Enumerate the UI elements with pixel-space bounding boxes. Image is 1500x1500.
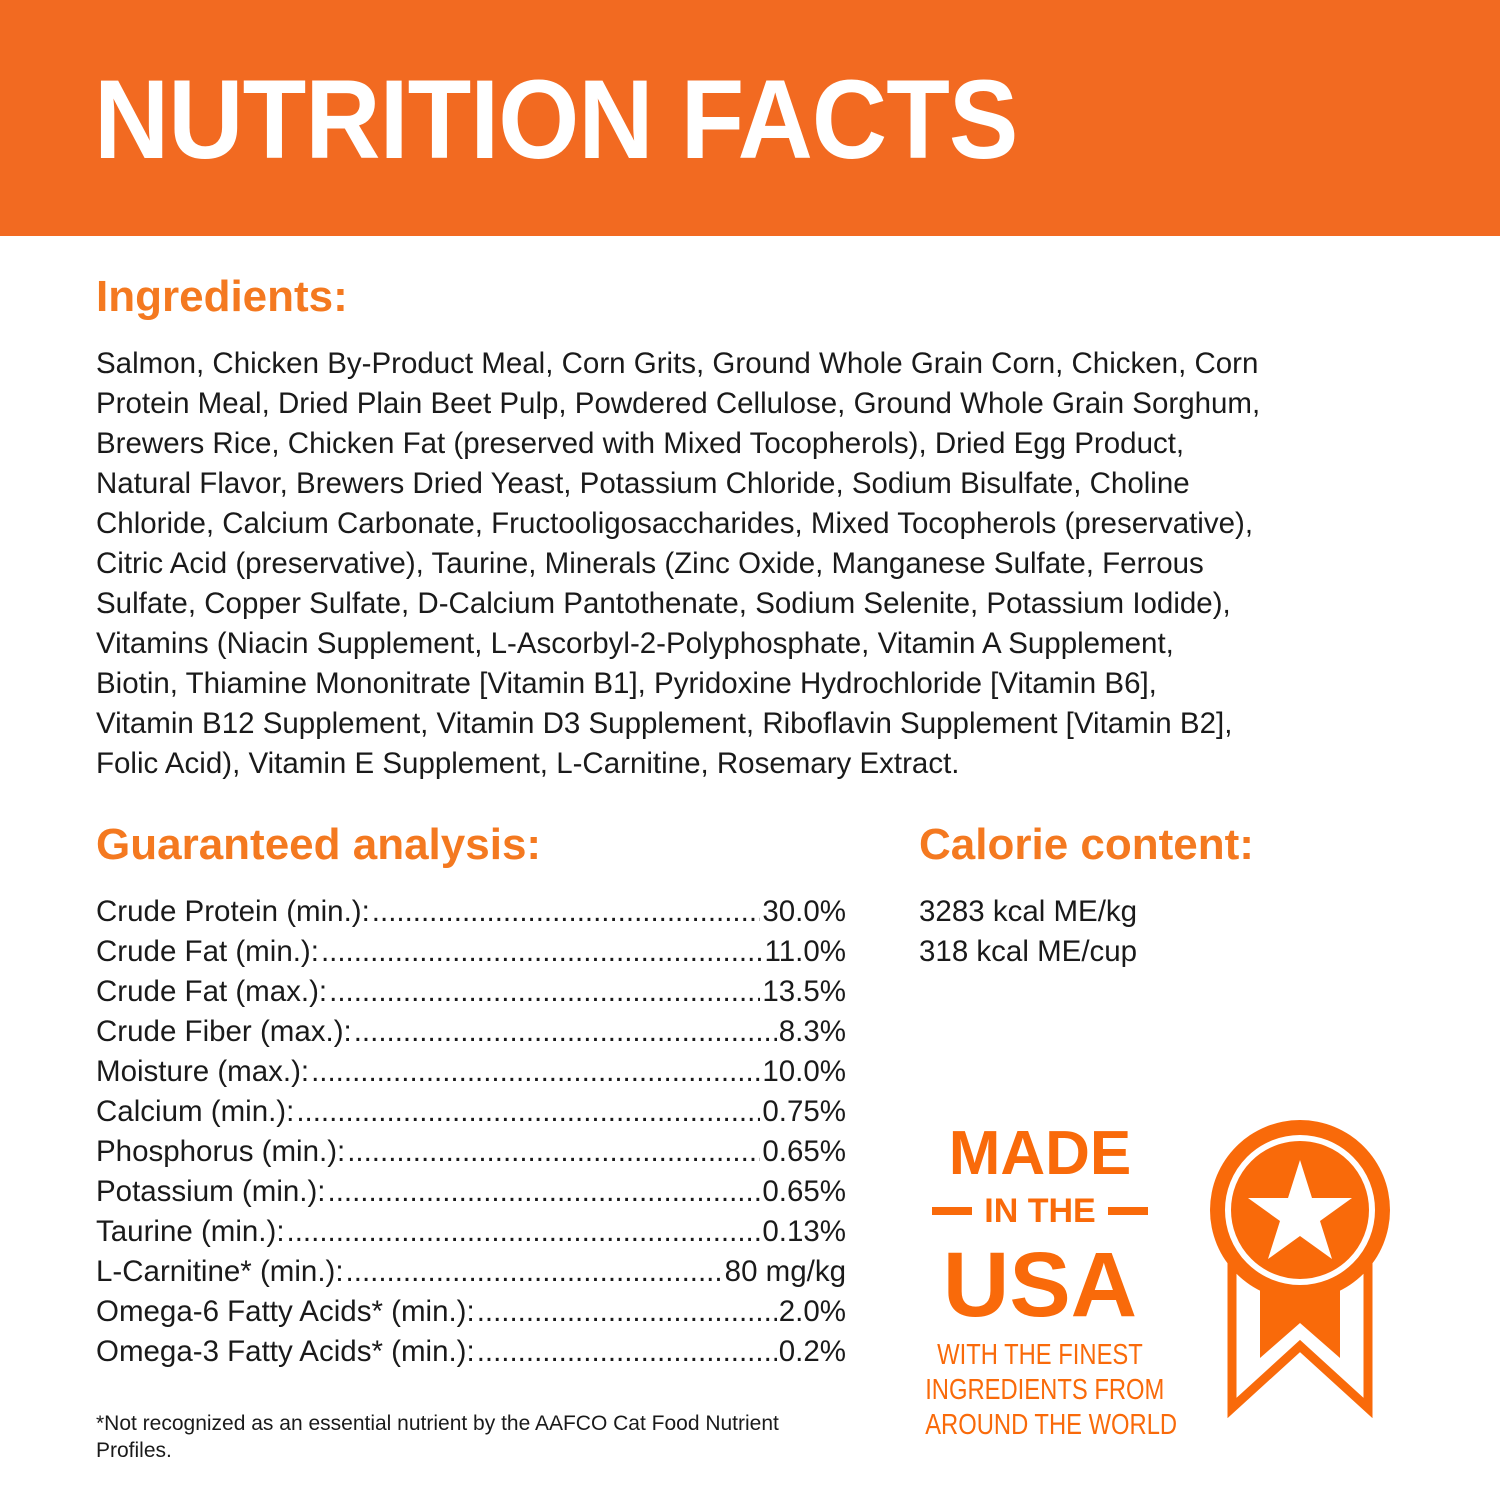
- calorie-line: 318 kcal ME/cup: [919, 935, 1138, 968]
- calorie-heading: Calorie content:: [919, 820, 1254, 869]
- nutrient-value: 0.65%: [762, 1175, 846, 1208]
- dot-leader: [296, 1092, 760, 1132]
- calorie-line: 3283 kcal ME/kg: [919, 895, 1138, 928]
- analysis-row: Taurine (min.): 0.13%: [96, 1212, 846, 1252]
- dot-leader: [372, 892, 761, 932]
- analysis-row: Omega-3 Fatty Acids* (min.): 0.2%: [96, 1332, 846, 1372]
- nutrient-label: Calcium (min.):: [96, 1095, 295, 1128]
- nutrient-label: Crude Fat (min.):: [96, 935, 319, 968]
- nutrient-value: 10.0%: [762, 1055, 846, 1088]
- calorie-content: 3283 kcal ME/kg 318 kcal ME/cup: [919, 892, 1137, 972]
- analysis-row: Calcium (min.): 0.75%: [96, 1092, 846, 1132]
- nutrient-value: 2.0%: [778, 1295, 846, 1328]
- nutrient-label: Crude Fat (max.):: [96, 975, 328, 1008]
- analysis-row: Omega-6 Fatty Acids* (min.): 2.0%: [96, 1292, 846, 1332]
- dot-leader: [321, 932, 763, 972]
- page-title: NUTRITION FACTS: [94, 57, 1018, 182]
- nutrient-label: Moisture (max.):: [96, 1055, 310, 1088]
- ingredients-list: Salmon, Chicken By-Product Meal, Corn Gr…: [96, 344, 1436, 784]
- dot-leader: [347, 1132, 760, 1172]
- footnote: *Not recognized as an essential nutrient…: [96, 1412, 779, 1462]
- nutrient-label: L-Carnitine* (min.):: [96, 1255, 344, 1288]
- ingredients-line: Biotin, Thiamine Mononitrate [Vitamin B1…: [96, 667, 1157, 700]
- ingredients-line: Protein Meal, Dried Plain Beet Pulp, Pow…: [96, 387, 1261, 420]
- analysis-row: Moisture (max.): 10.0%: [96, 1052, 846, 1092]
- analysis-row: Crude Fat (min.): 11.0%: [96, 932, 846, 972]
- ingredients-heading: Ingredients:: [96, 272, 348, 321]
- ingredients-line: Vitamin B12 Supplement, Vitamin D3 Suppl…: [96, 707, 1233, 740]
- analysis-row: Crude Fat (max.): 13.5%: [96, 972, 846, 1012]
- nutrient-value: 0.2%: [778, 1335, 846, 1368]
- nutrient-label: Taurine (min.):: [96, 1215, 285, 1248]
- ingredients-line: Folic Acid), Vitamin E Supplement, L-Car…: [96, 747, 960, 780]
- ingredients-line: Natural Flavor, Brewers Dried Yeast, Pot…: [96, 467, 1190, 500]
- nutrient-value: 11.0%: [764, 935, 846, 968]
- analysis-row: Phosphorus (min.): 0.65%: [96, 1132, 846, 1172]
- medal-star-icon: [1210, 1120, 1390, 1418]
- nutrient-value: 0.65%: [762, 1135, 846, 1168]
- ingredients-line: Sulfate, Copper Sulfate, D-Calcium Panto…: [96, 587, 1231, 620]
- nutrient-label: Omega-6 Fatty Acids* (min.):: [96, 1295, 475, 1328]
- tagline-line: INGREDIENTS FROM: [925, 1374, 1165, 1406]
- ingredients-line: Chloride, Calcium Carbonate, Fructooligo…: [96, 507, 1254, 540]
- dash-decoration: [932, 1207, 973, 1215]
- nutrient-label: Potassium (min.):: [96, 1175, 326, 1208]
- ingredients-line: Citric Acid (preservative), Taurine, Min…: [96, 547, 1204, 580]
- made-text: MADE: [948, 1119, 1132, 1188]
- tagline-line: AROUND THE WORLD: [925, 1409, 1178, 1441]
- analysis-row: Potassium (min.): 0.65%: [96, 1172, 846, 1212]
- analysis-table: Crude Protein (min.): 30.0% Crude Fat (min…: [96, 892, 846, 1372]
- nutrient-value: 80 mg/kg: [724, 1255, 846, 1288]
- ingredients-line: Brewers Rice, Chicken Fat (preserved wit…: [96, 427, 1185, 460]
- header-banner: NUTRITION FACTS: [0, 0, 1500, 236]
- dot-leader: [477, 1292, 777, 1332]
- dot-leader: [329, 972, 760, 1012]
- usa-text: USA: [942, 1234, 1138, 1336]
- dot-leader: [328, 1172, 761, 1212]
- dot-leader: [346, 1252, 723, 1292]
- ingredients-line: Vitamins (Niacin Supplement, L-Ascorbyl-…: [96, 627, 1174, 660]
- nutrient-label: Omega-3 Fatty Acids* (min.):: [96, 1335, 475, 1368]
- dot-leader: [287, 1212, 761, 1252]
- analysis-row: Crude Protein (min.): 30.0%: [96, 892, 846, 932]
- nutrient-value: 30.0%: [762, 895, 846, 928]
- nutrient-label: Phosphorus (min.):: [96, 1135, 346, 1168]
- nutrient-label: Crude Fiber (max.):: [96, 1015, 352, 1048]
- analysis-heading: Guaranteed analysis:: [96, 820, 542, 869]
- analysis-row: Crude Fiber (max.): 8.3%: [96, 1012, 846, 1052]
- analysis-row: L-Carnitine* (min.): 80 mg/kg: [96, 1252, 846, 1292]
- tagline-line: WITH THE FINEST: [937, 1339, 1143, 1371]
- nutrient-label: Crude Protein (min.):: [96, 895, 370, 928]
- made-in-usa-logo: MADE IN THE USA WITH THE FINEST INGREDIE…: [900, 1118, 1180, 1443]
- in-the-text: IN THE: [984, 1192, 1096, 1230]
- ingredients-line: Salmon, Chicken By-Product Meal, Corn Gr…: [96, 347, 1259, 380]
- nutrient-value: 8.3%: [778, 1015, 846, 1048]
- dot-leader: [311, 1052, 760, 1092]
- nutrient-value: 0.13%: [762, 1215, 846, 1248]
- nutrient-value: 13.5%: [762, 975, 846, 1008]
- nutrient-value: 0.75%: [762, 1095, 846, 1128]
- dot-leader: [477, 1332, 777, 1372]
- dot-leader: [354, 1012, 777, 1052]
- in-the-row: IN THE: [900, 1190, 1180, 1232]
- dash-decoration: [1107, 1207, 1148, 1215]
